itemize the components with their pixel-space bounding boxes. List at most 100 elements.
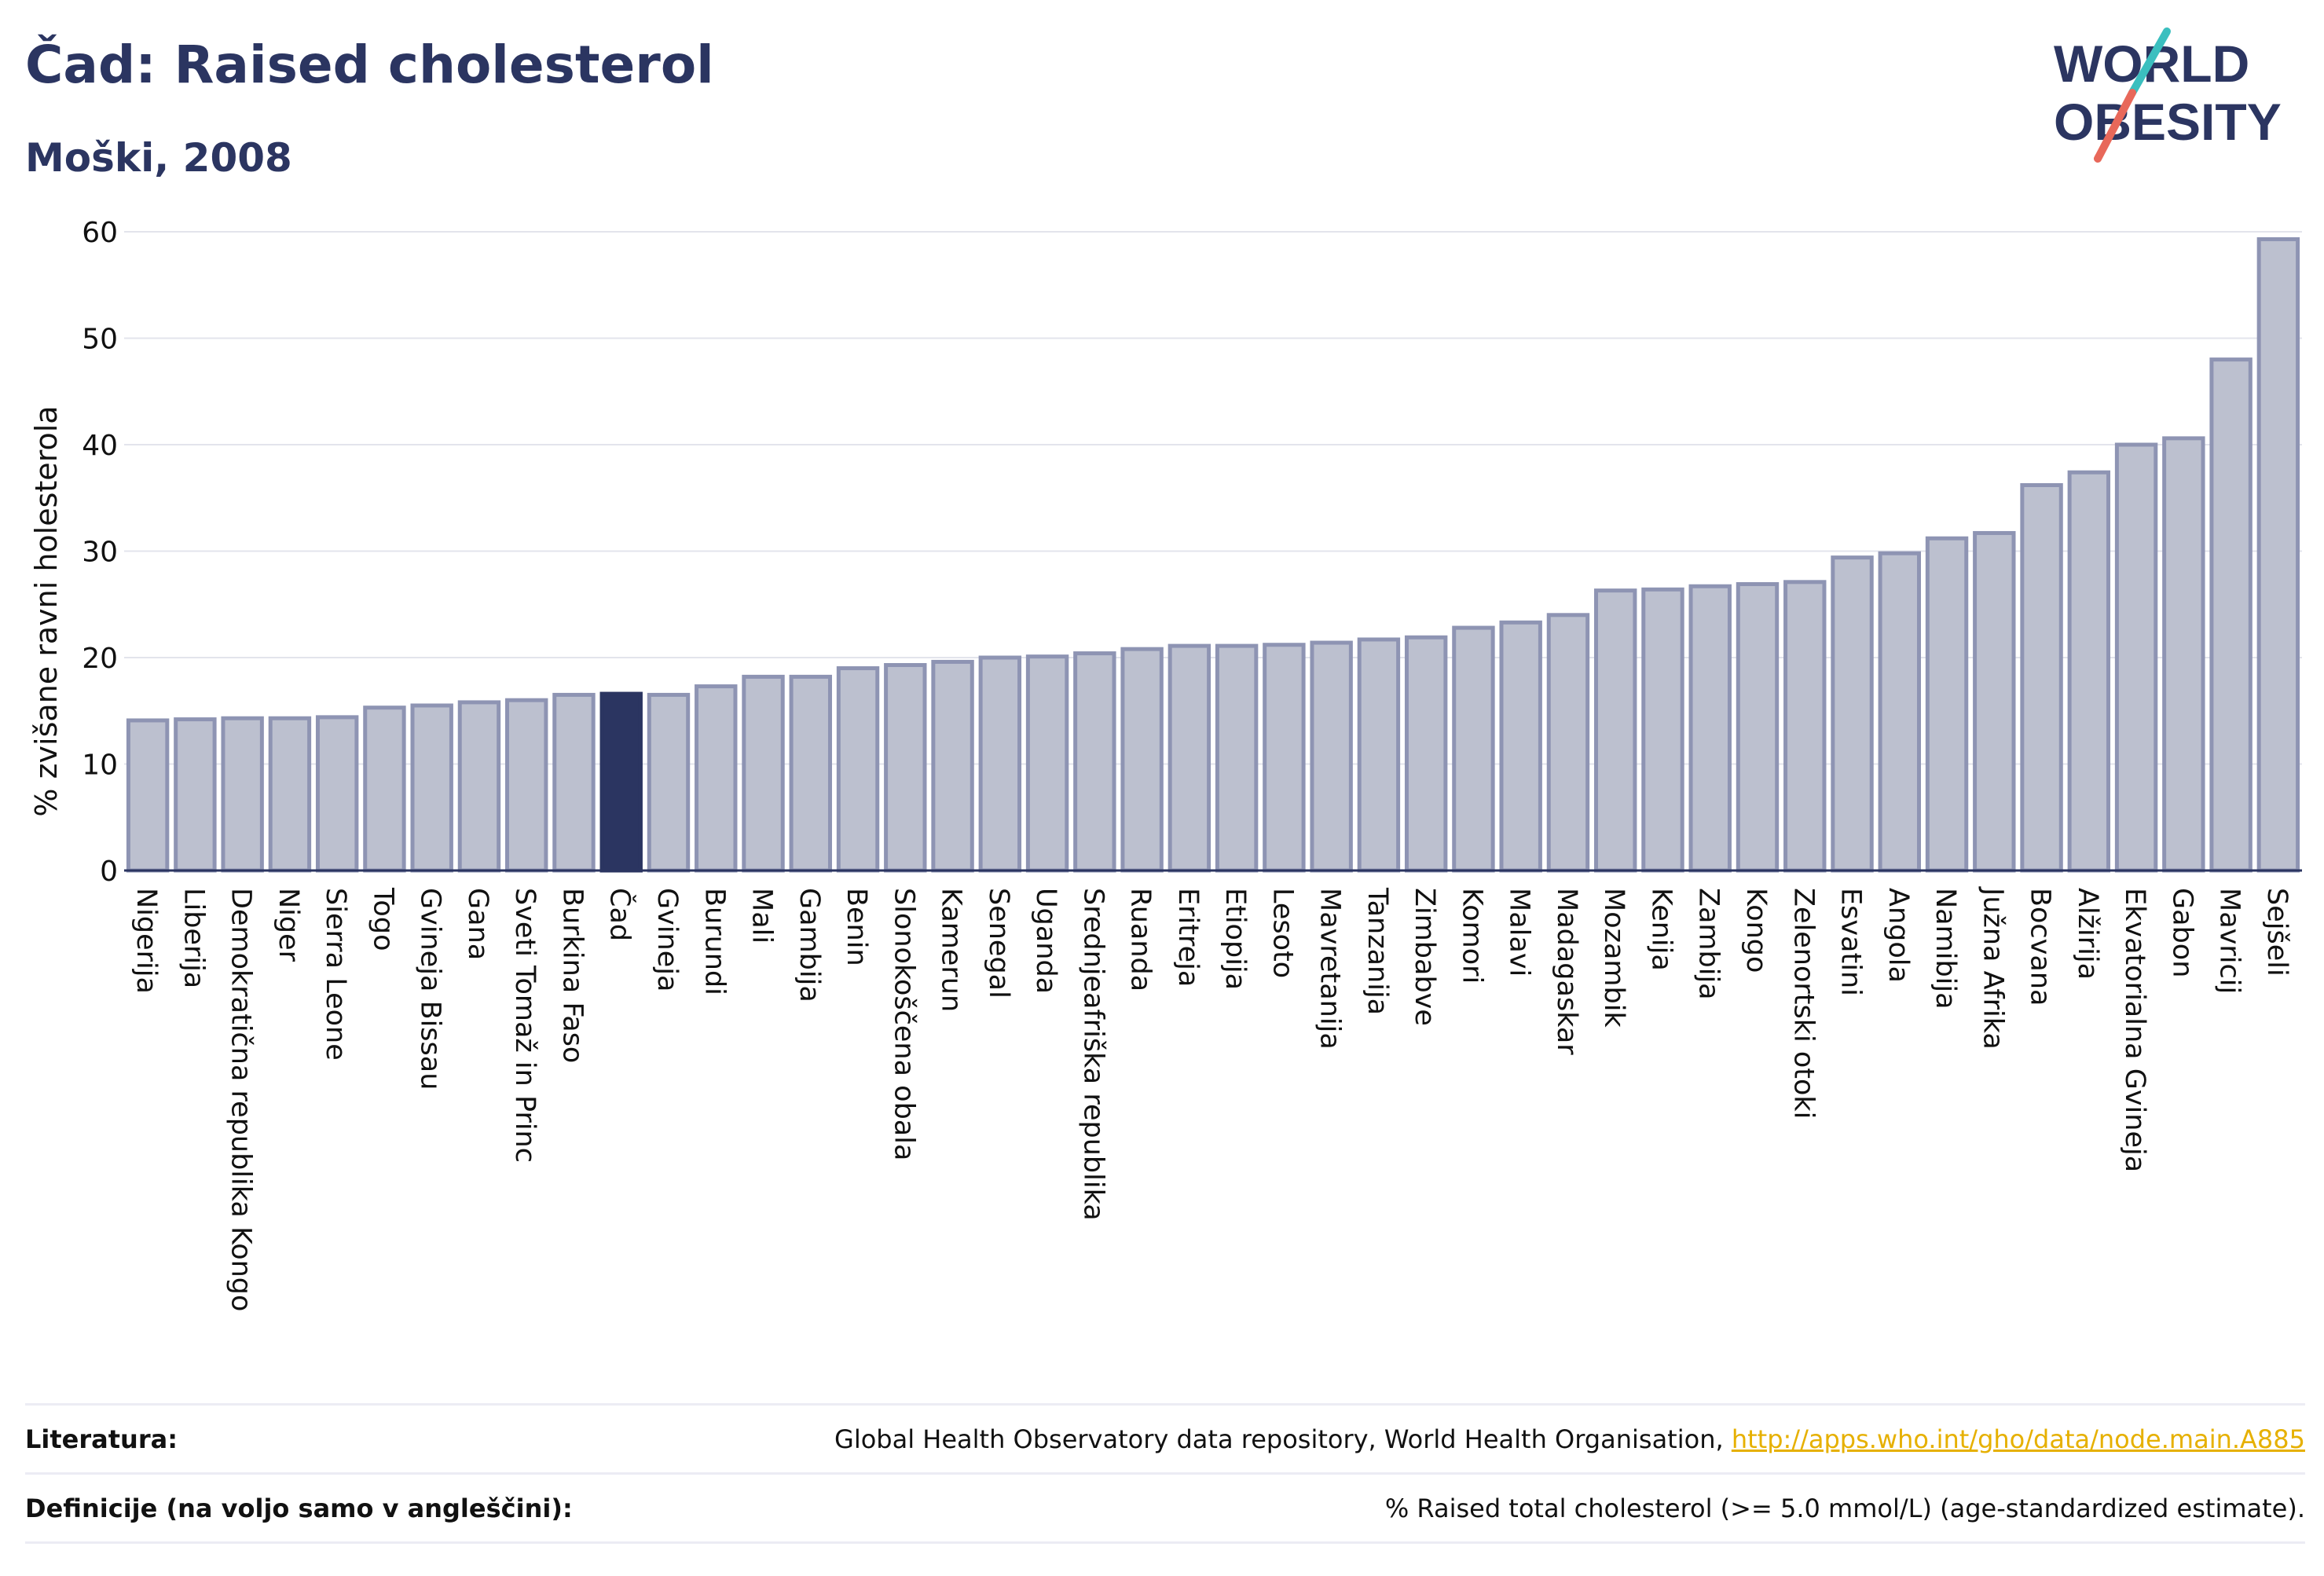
x-tick-label: Čad	[604, 888, 637, 941]
bar	[268, 716, 312, 873]
footer-divider-top	[25, 1403, 2305, 1406]
x-tick-label: Mozambik	[1598, 888, 1629, 1028]
x-tick-label: Esvatini	[1835, 888, 1867, 996]
bar	[410, 703, 453, 873]
x-tick-label: Sierra Leone	[320, 888, 351, 1061]
x-tick-label: Liberija	[178, 888, 209, 988]
bar	[1736, 582, 1780, 873]
bar	[2256, 236, 2300, 873]
x-tick-label: Mavretanija	[1314, 888, 1346, 1050]
x-tick-label: Slonokoščena obala	[888, 888, 919, 1160]
y-tick-label: 30	[82, 537, 118, 569]
source-link[interactable]: http://apps.who.int/gho/data/node.main.A…	[1731, 1424, 2305, 1454]
x-tick-label: Demokratična republika Kongo	[225, 888, 257, 1311]
bar	[978, 655, 1022, 873]
source-text: Global Health Observatory data repositor…	[834, 1424, 2305, 1454]
bar	[1878, 551, 1921, 873]
bar	[1641, 587, 1684, 873]
x-tick-label: Nigerija	[130, 888, 162, 994]
bar	[836, 666, 880, 873]
chart-subtitle: Moški, 2008	[25, 135, 292, 181]
bar	[505, 698, 548, 873]
bar	[789, 674, 832, 873]
x-tick-label: Alžirija	[2072, 888, 2103, 980]
bar	[2114, 442, 2158, 873]
bar	[2209, 357, 2253, 873]
x-tick-label: Zambija	[1693, 888, 1725, 1000]
x-tick-label: Sejšeli	[2261, 888, 2293, 977]
bar	[126, 718, 170, 873]
bar	[695, 684, 738, 873]
footer-divider-bottom	[25, 1541, 2305, 1544]
x-tick-label: Burkina Faso	[556, 888, 588, 1063]
footer-definition-row: Definicije (na voljo samo v angleščini):…	[25, 1477, 2305, 1540]
x-tick-label: Uganda	[1030, 888, 1061, 994]
bar	[315, 715, 359, 873]
x-tick-label: Lesoto	[1266, 888, 1298, 978]
x-tick-label: Zimbabve	[1409, 888, 1440, 1026]
x-tick-label: Eritreja	[1172, 888, 1204, 987]
x-tick-label: Gana	[462, 888, 493, 960]
x-tick-label: Mali	[746, 888, 778, 944]
bar	[221, 716, 264, 873]
x-tick-label: Bocvana	[2025, 888, 2056, 1006]
x-tick-label: Gvineja Bissau	[415, 888, 446, 1090]
bar	[174, 717, 217, 873]
bar	[363, 706, 406, 873]
x-tick-label: Kongo	[1740, 888, 1772, 973]
bar	[1499, 620, 1542, 873]
x-tick-label: Mavricij	[2214, 888, 2245, 994]
bar	[1025, 654, 1069, 873]
x-tick-label: Malavi	[1504, 888, 1535, 977]
x-tick-label: Benin	[841, 888, 872, 966]
x-tick-label: Ruanda	[1125, 888, 1157, 991]
bar	[1215, 643, 1259, 873]
definition-text: % Raised total cholesterol (>= 5.0 mmol/…	[1384, 1494, 2305, 1523]
bar	[1167, 643, 1211, 873]
bar	[884, 662, 927, 873]
x-tick-label: Gabon	[2166, 888, 2198, 977]
bar	[1357, 637, 1401, 873]
bar	[1831, 555, 1874, 873]
x-tick-label: Madagaskar	[1551, 888, 1582, 1055]
y-tick-label: 20	[82, 643, 118, 675]
bar	[742, 674, 785, 873]
x-tick-label: Južna Afrika	[1977, 886, 2008, 1050]
x-tick-label: Ekvatorialna Gvineja	[2119, 888, 2150, 1172]
x-tick-label: Angola	[1882, 888, 1914, 983]
x-tick-label: Senegal	[983, 888, 1014, 999]
y-axis-label: % zvišane ravni holesterola	[29, 405, 64, 816]
bar-chart: % zvišane ravni holesterola 0 10 20 30 40 50 6…	[29, 217, 2302, 1311]
definition-label: Definicije (na voljo samo v angleščini):	[25, 1494, 573, 1523]
y-tick-label: 0	[100, 856, 118, 888]
x-tick-label: Tanzanija	[1362, 887, 1393, 1015]
bar	[552, 692, 596, 873]
x-tick-label: Namibija	[1930, 888, 1961, 1010]
bar	[1925, 536, 1969, 873]
bar	[1546, 613, 1590, 873]
chart-title: Čad: Raised cholesterol	[25, 35, 714, 95]
logo-line2: OBESITY	[2054, 93, 2282, 151]
bar	[2067, 470, 2111, 873]
bar	[457, 700, 501, 873]
bar	[2162, 436, 2205, 873]
y-tick-label: 60	[82, 217, 118, 249]
x-tick-label: Gambija	[794, 888, 825, 1002]
x-tick-label: Komori	[1456, 888, 1487, 984]
bar	[647, 692, 691, 873]
bar	[1688, 584, 1732, 873]
bar	[931, 659, 974, 873]
bar	[1073, 651, 1116, 873]
x-tick-label: Zelenortski otoki	[1787, 888, 1819, 1119]
bar	[1783, 580, 1827, 873]
x-tick-label: Burundi	[698, 888, 730, 995]
bar	[1973, 530, 2016, 873]
y-tick-label: 10	[82, 750, 118, 782]
bar	[1310, 640, 1353, 873]
bar	[1452, 625, 1495, 873]
footer-divider-middle	[25, 1472, 2305, 1475]
x-tick-label: Sveti Tomaž in Princ	[509, 888, 541, 1163]
bar-highlighted	[599, 691, 643, 873]
bar	[1120, 647, 1164, 873]
bar	[1263, 643, 1306, 873]
